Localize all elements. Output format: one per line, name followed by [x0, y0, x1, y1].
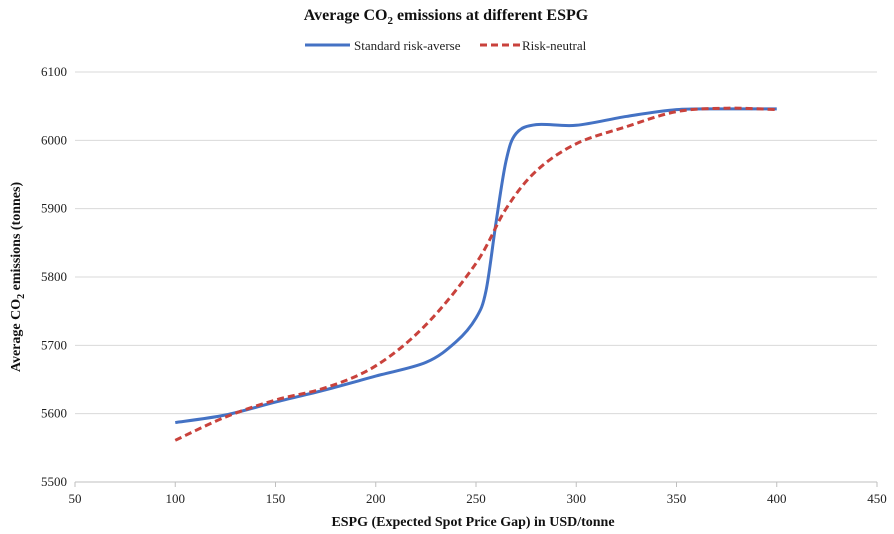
series-lines — [174, 106, 777, 442]
y-tick-6000: 6000 — [41, 132, 67, 147]
series-line-risk-neutral — [174, 106, 777, 442]
y-tick-5900: 5900 — [41, 201, 67, 216]
x-tick-100: 100 — [166, 491, 186, 506]
x-tick-450: 450 — [867, 491, 887, 506]
chart-title: Average CO2 emissions at different ESPG — [304, 7, 589, 27]
x-tick-350: 350 — [667, 491, 687, 506]
gridlines — [75, 71, 877, 415]
y-axis-title: Average CO2 emissions (tonnes) — [9, 182, 27, 373]
y-tick-5500: 5500 — [41, 474, 67, 489]
y-tick-5600: 5600 — [41, 406, 67, 421]
x-tick-250: 250 — [466, 491, 486, 506]
x-tick-300: 300 — [567, 491, 587, 506]
x-tick-50: 50 — [69, 491, 82, 506]
x-tick-labels: 50 100 150 200 250 300 350 400 450 — [69, 491, 887, 506]
axes — [74, 481, 878, 487]
series-line-standard-risk-averse — [175, 107, 777, 425]
legend: Standard risk-averse Risk-neutral — [305, 38, 587, 53]
x-tick-200: 200 — [366, 491, 386, 506]
legend-label-standard-risk-averse: Standard risk-averse — [354, 38, 461, 53]
legend-label-risk-neutral: Risk-neutral — [522, 38, 587, 53]
y-tick-labels: 5500 5600 5700 5800 5900 6000 6100 — [41, 64, 67, 489]
x-axis-title: ESPG (Expected Spot Price Gap) in USD/to… — [331, 515, 614, 530]
x-tick-150: 150 — [266, 491, 286, 506]
x-tick-400: 400 — [767, 491, 787, 506]
y-tick-5800: 5800 — [41, 269, 67, 284]
y-tick-5700: 5700 — [41, 337, 67, 352]
y-tick-6100: 6100 — [41, 64, 67, 79]
